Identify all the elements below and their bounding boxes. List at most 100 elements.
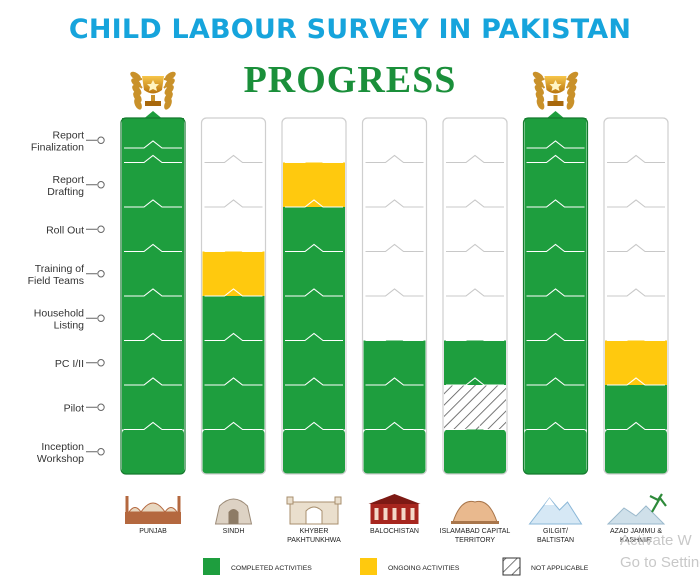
province-label: SINDH — [223, 528, 245, 535]
segment-divider — [446, 199, 504, 208]
segment-divider — [124, 421, 182, 431]
stage-label-text: Workshop — [37, 453, 84, 465]
segment-divider — [124, 140, 182, 149]
trophy-icon — [532, 71, 579, 110]
segment-notch — [546, 111, 565, 119]
column-border — [200, 117, 267, 475]
legend-swatch — [502, 557, 521, 576]
segment-divider — [204, 332, 263, 342]
segment-divider — [607, 332, 665, 342]
kashmir-landscape-icon — [606, 493, 667, 525]
segment-divider — [446, 288, 504, 297]
stage-label: Pilot — [64, 402, 105, 414]
segment-divider — [365, 243, 424, 253]
page-title: CHILD LABOUR SURVEY IN PAKISTAN — [68, 14, 632, 45]
stage-label-text: PC I/II — [55, 358, 84, 370]
badshahi-mosque-icon — [125, 496, 181, 524]
stage-marker — [97, 136, 105, 144]
province-label: BALTISTAN — [537, 537, 574, 544]
segment-divider — [285, 421, 343, 431]
mazar-e-quaid-icon — [214, 498, 253, 525]
segment-notch — [144, 111, 162, 119]
column-border — [603, 117, 669, 475]
province-label: GILGIT/ — [543, 528, 568, 535]
segment-divider — [124, 154, 182, 164]
segment-divider — [446, 332, 504, 342]
column-border — [522, 117, 589, 475]
segment-divider — [526, 199, 585, 208]
stage-marker — [97, 403, 105, 411]
segment-divider — [285, 154, 343, 164]
watermark-line-2: Go to Setting — [620, 554, 700, 571]
segment-divider — [124, 377, 182, 386]
segment-divider — [607, 154, 665, 164]
status-segment — [444, 429, 506, 474]
legend-label: NOT APPLICABLE — [531, 565, 589, 572]
column-border — [281, 117, 347, 475]
legend-swatch — [360, 558, 377, 575]
column-border — [120, 117, 186, 475]
segment-divider — [124, 199, 182, 208]
segment-divider — [204, 243, 263, 253]
stage-label-text: Pilot — [64, 402, 85, 414]
stage-marker — [97, 448, 105, 456]
segment-divider — [526, 154, 585, 164]
stage-label: Roll Out — [46, 224, 105, 236]
watermark-line-1: Activate W — [620, 532, 692, 549]
segment-divider — [285, 288, 343, 297]
stage-label-text: Training of — [35, 263, 84, 275]
province-label: TERRITORY — [455, 537, 496, 544]
legend-item: ONGOING ACTIVITIES — [360, 558, 460, 575]
status-segment — [363, 429, 426, 474]
activation-watermark: Activate W Go to Setting — [620, 530, 700, 574]
stage-label-text: Inception — [41, 441, 84, 453]
segment-divider — [365, 154, 424, 164]
province-column — [442, 117, 508, 475]
segment-divider — [124, 332, 182, 342]
segment-divider — [526, 421, 585, 431]
stage-marker — [97, 181, 105, 189]
province-column — [120, 71, 186, 475]
segment-divider — [446, 243, 504, 253]
segment-divider — [526, 140, 585, 149]
stage-label-text: Household — [34, 307, 84, 319]
stage-marker — [97, 225, 105, 233]
segment-divider — [526, 332, 585, 342]
quaid-residency-icon — [368, 494, 421, 524]
province-label: PUNJAB — [139, 528, 167, 535]
stage-label-text: Report — [52, 129, 84, 141]
province-column — [361, 117, 428, 475]
segment-divider — [607, 288, 665, 297]
segment-divider — [446, 154, 504, 164]
trophy-icon — [130, 71, 176, 110]
segment-divider — [446, 377, 504, 386]
status-segment — [524, 429, 587, 474]
segment-divider — [607, 377, 665, 386]
legend-swatch — [203, 558, 220, 575]
stage-marker — [97, 314, 105, 322]
stage-label-text: Field Teams — [28, 275, 84, 287]
legend-label: COMPLETED ACTIVITIES — [231, 565, 312, 572]
segment-divider — [365, 288, 424, 297]
legend-item: COMPLETED ACTIVITIES — [203, 558, 312, 575]
status-segment — [122, 429, 184, 474]
segment-divider — [204, 199, 263, 208]
stage-label-text: Drafting — [47, 186, 84, 198]
stage-marker — [97, 359, 105, 367]
segment-divider — [607, 421, 665, 431]
mountains-icon — [528, 497, 583, 525]
khyber-gate-icon — [286, 496, 342, 525]
segment-divider — [285, 199, 343, 208]
stage-label: PC I/II — [55, 358, 105, 370]
stage-label-text: Finalization — [31, 141, 84, 153]
segment-divider — [204, 421, 263, 431]
segment-divider — [526, 377, 585, 386]
legend-item: NOT APPLICABLE — [502, 557, 589, 576]
province-column — [200, 117, 267, 475]
stage-marker — [97, 270, 105, 278]
